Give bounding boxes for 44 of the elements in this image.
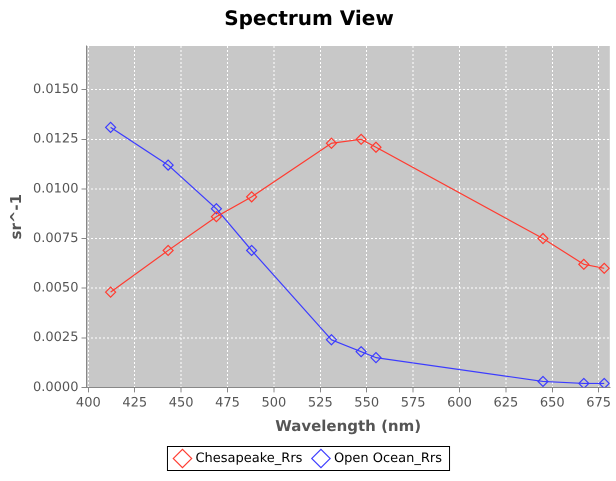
point [326, 334, 338, 346]
x-tick-label: 625 [493, 396, 518, 411]
point [356, 346, 367, 358]
point [105, 286, 116, 298]
x-tick-label: 400 [76, 396, 101, 411]
y-tick-label: 0.0125 [32, 132, 78, 147]
x-tick-label: 600 [447, 396, 472, 411]
y-tick-label: 0.0150 [32, 82, 78, 98]
point [537, 376, 549, 388]
point [210, 203, 222, 214]
y-tick-label: 0.0025 [32, 330, 78, 346]
legend-label: Chesapeake_Rrs [195, 450, 303, 466]
point [356, 134, 367, 145]
point [598, 262, 610, 274]
x-tick-label: 425 [122, 396, 148, 411]
y-tick-label: 0.0050 [32, 280, 78, 296]
y-axis-title: sr^-1 [6, 194, 25, 240]
y-tick-label: 0.0100 [32, 181, 78, 196]
point [370, 352, 382, 364]
point [162, 244, 174, 256]
point [162, 159, 174, 171]
x-tick-label: 525 [308, 396, 333, 411]
point [246, 244, 258, 256]
x-tick-label: 500 [262, 396, 286, 411]
point [578, 378, 590, 388]
chart-title: Spectrum View [224, 6, 394, 30]
point [370, 142, 382, 153]
point [537, 232, 549, 244]
point [578, 258, 590, 270]
x-tick-label: 450 [168, 396, 194, 411]
x-tick-label: 575 [400, 396, 426, 411]
y-tick-label: 0.0000 [32, 380, 78, 395]
point [105, 122, 116, 133]
legend-label: Open Ocean_Rrs [334, 450, 442, 466]
point [598, 378, 610, 388]
x-tick-label: 650 [540, 396, 565, 411]
x-tick-label: 475 [215, 396, 240, 411]
point [210, 211, 222, 222]
x-axis-title: Wavelength (nm) [275, 416, 422, 435]
point [326, 138, 338, 149]
y-tick-label: 0.0075 [32, 230, 78, 246]
point [246, 191, 258, 202]
x-tick-label: 550 [354, 396, 380, 411]
x-tick-label: 675 [586, 396, 612, 411]
